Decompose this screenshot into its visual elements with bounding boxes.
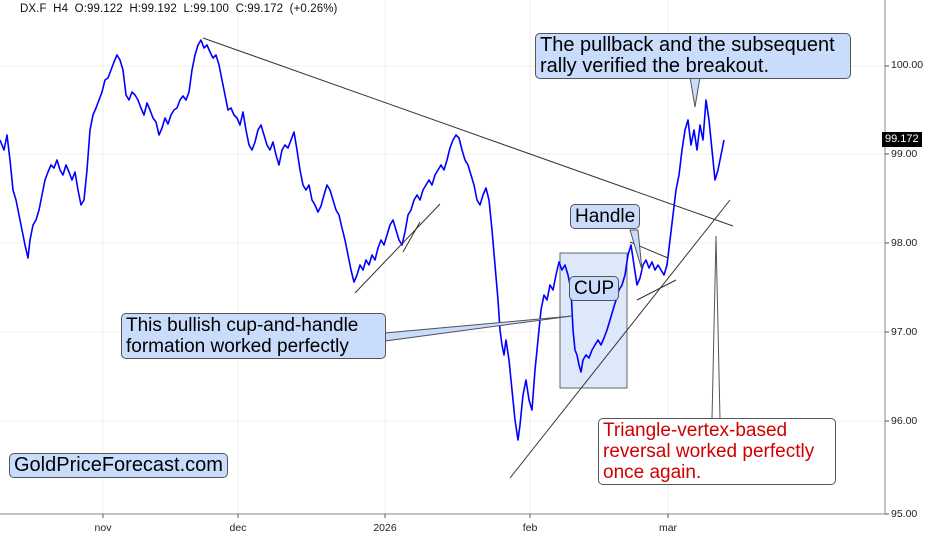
last-price-badge: 99.172: [882, 132, 922, 147]
axis-ticks: [102, 65, 889, 518]
y-tick-99: 99.00: [891, 148, 918, 160]
x-tick-2026: 2026: [373, 522, 397, 534]
handle-lower-line: [636, 279, 677, 301]
cup-label: CUP: [569, 276, 620, 301]
y-tick-95: 95.00: [891, 508, 918, 520]
y-tick-98: 98.00: [891, 237, 918, 249]
pullback-callout-line2: rally verified the breakout.: [540, 55, 770, 77]
handle-label: Handle: [570, 204, 641, 229]
y-tick-96: 96.00: [891, 415, 918, 427]
callout-pointers: [384, 76, 721, 420]
cup-handle-callout-line1: This bullish cup-and-handle: [126, 315, 359, 336]
x-tick-dec: dec: [229, 522, 247, 534]
cup-handle-callout-line2: formation worked perfectly: [126, 336, 349, 357]
triangle-callout-line2: reversal worked perfectly: [603, 441, 815, 462]
triangle-callout-line3: once again.: [603, 462, 702, 483]
descending-resistance-line: [202, 37, 734, 227]
y-tick-97: 97.00: [891, 326, 918, 338]
pullback-callout: The pullback and the subsequent rally ve…: [535, 33, 851, 79]
trendlines: [202, 37, 734, 479]
price-line: [0, 39, 725, 441]
x-tick-feb: feb: [522, 522, 538, 534]
x-tick-mar: mar: [658, 522, 678, 534]
watermark-label: GoldPriceForecast.com: [9, 453, 228, 478]
cup-box: [559, 252, 628, 389]
cup-handle-callout: This bullish cup-and-handle formation wo…: [121, 313, 386, 359]
x-tick-nov: nov: [94, 522, 112, 534]
triangle-vertex-callout: Triangle-vertex-based reversal worked pe…: [598, 418, 836, 485]
december-support-line: [354, 203, 441, 294]
december-short-line: [402, 221, 421, 253]
pullback-callout-line1: The pullback and the subsequent: [540, 34, 835, 56]
triangle-callout-line1: Triangle-vertex-based: [603, 420, 788, 441]
rising-support-line: [509, 199, 731, 479]
chart-header: DX.F H4 O:99.122 H:99.192 L:99.100 C:99.…: [20, 3, 338, 15]
y-tick-100: 100.00: [891, 59, 924, 71]
